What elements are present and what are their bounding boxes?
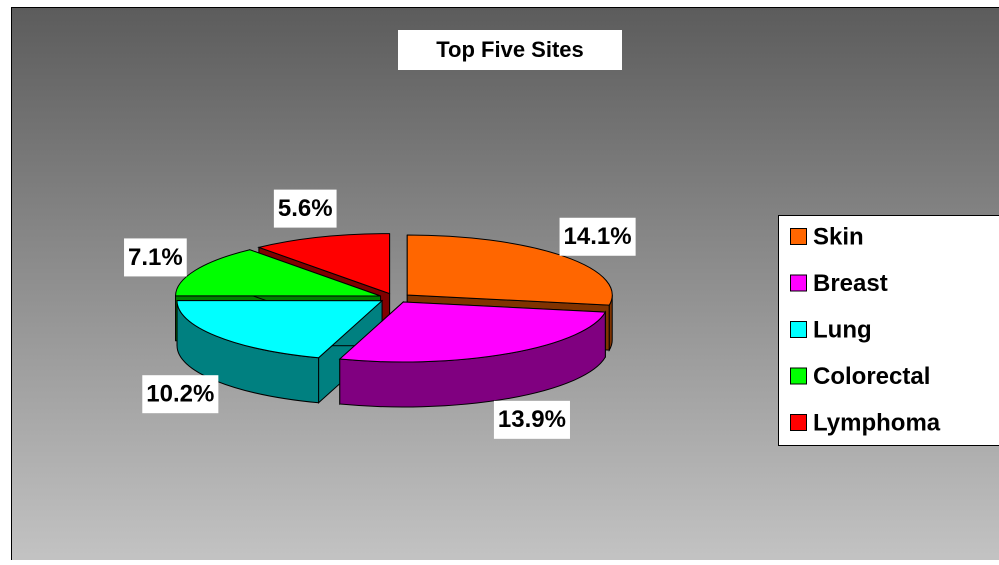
legend-label: Lung	[813, 316, 872, 343]
legend-label: Skin	[813, 223, 864, 250]
chart-title: Top Five Sites	[436, 37, 584, 62]
data-label: 7.1%	[128, 244, 183, 271]
legend-swatch	[791, 322, 807, 338]
data-label: 10.2%	[146, 381, 214, 408]
legend-swatch	[791, 229, 807, 245]
legend-swatch	[791, 368, 807, 384]
legend-swatch	[791, 415, 807, 431]
legend-label: Breast	[813, 270, 888, 297]
legend-label: Lymphoma	[813, 409, 941, 436]
data-label: 14.1%	[564, 223, 632, 250]
legend-swatch	[791, 275, 807, 291]
data-label: 5.6%	[278, 195, 333, 222]
legend-label: Colorectal	[813, 363, 930, 390]
data-label: 13.9%	[498, 406, 566, 433]
